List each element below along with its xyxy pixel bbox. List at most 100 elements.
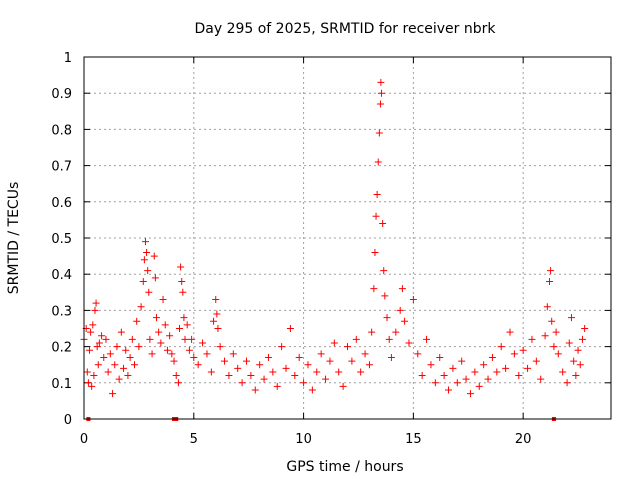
data-point [300, 379, 308, 387]
data-point [537, 375, 545, 383]
data-point [84, 379, 92, 387]
data-point [140, 256, 148, 264]
data-point [126, 353, 134, 361]
data-point [387, 353, 395, 361]
data-point [383, 314, 391, 322]
data-point [251, 386, 259, 394]
data-point [286, 325, 294, 332]
data-point [378, 89, 386, 97]
data-point [89, 321, 97, 329]
data-point [405, 339, 413, 347]
data-point [409, 296, 417, 304]
data-point [166, 332, 174, 340]
data-point [471, 368, 479, 376]
y-tick-label: 0.7 [51, 160, 72, 175]
data-point [466, 390, 474, 398]
data-point [94, 361, 102, 369]
data-point [317, 350, 325, 358]
data-point [282, 364, 290, 372]
data-point [172, 372, 180, 380]
data-point [497, 343, 505, 351]
data-point [572, 372, 580, 380]
data-point [373, 191, 381, 199]
data-points [80, 78, 589, 421]
data-point [348, 357, 356, 365]
data-point [256, 361, 264, 369]
data-point [141, 238, 149, 246]
data-point [100, 353, 108, 361]
data-point [221, 357, 229, 365]
data-point [547, 267, 555, 275]
data-point [528, 335, 536, 343]
data-point [453, 379, 461, 387]
y-tick-label: 0.8 [51, 123, 72, 138]
data-point [541, 332, 549, 340]
data-point [458, 357, 466, 365]
data-point [131, 361, 139, 369]
data-point [194, 361, 202, 369]
data-point [203, 350, 211, 358]
data-point [578, 335, 586, 343]
data-point [308, 386, 316, 394]
data-point [510, 350, 518, 358]
data-point [190, 353, 198, 361]
data-point [379, 220, 387, 228]
data-point [106, 350, 114, 358]
data-point [475, 382, 483, 390]
data-point [559, 368, 567, 376]
data-point [188, 335, 196, 343]
data-point [462, 375, 470, 383]
data-point [313, 368, 321, 376]
data-point [111, 361, 119, 369]
data-point [546, 277, 554, 285]
data-point [90, 372, 98, 380]
data-point [168, 350, 176, 358]
data-point [543, 303, 551, 311]
data-point [396, 306, 404, 314]
data-point [574, 346, 582, 354]
y-tick-label: 0 [64, 413, 72, 428]
data-point [260, 375, 268, 383]
data-point [133, 317, 141, 325]
data-point [117, 328, 125, 336]
data-point [552, 328, 560, 336]
data-point [183, 321, 191, 329]
data-point [352, 335, 360, 343]
data-point [515, 372, 523, 380]
data-point [506, 328, 514, 336]
data-point [179, 288, 187, 296]
data-point [174, 379, 182, 387]
data-point [567, 314, 575, 322]
data-point [380, 267, 388, 275]
data-point [225, 372, 233, 380]
data-point [185, 346, 193, 354]
data-point [377, 78, 385, 86]
data-point [199, 339, 207, 347]
data-point [502, 364, 510, 372]
data-point [143, 248, 151, 256]
plot-frame [83, 56, 612, 420]
data-point [372, 212, 380, 220]
data-point [92, 299, 100, 307]
data-point [113, 343, 121, 351]
data-point [88, 382, 96, 390]
y-tick-label: 0.6 [51, 196, 72, 211]
data-point [484, 375, 492, 383]
data-point [304, 361, 312, 369]
data-point [124, 372, 132, 380]
data-point [375, 129, 383, 137]
data-point [115, 375, 123, 383]
data-point [109, 390, 117, 398]
data-point [229, 350, 237, 358]
data-point [180, 314, 188, 322]
data-point [212, 296, 220, 304]
data-point [137, 303, 145, 311]
data-point [335, 368, 343, 376]
data-point [273, 382, 281, 390]
data-point [365, 361, 373, 369]
data-point [445, 386, 453, 394]
data-point [576, 361, 584, 369]
y-tick-label: 0.3 [51, 304, 72, 319]
y-tick-label: 0.4 [51, 268, 72, 283]
data-point [431, 379, 439, 387]
